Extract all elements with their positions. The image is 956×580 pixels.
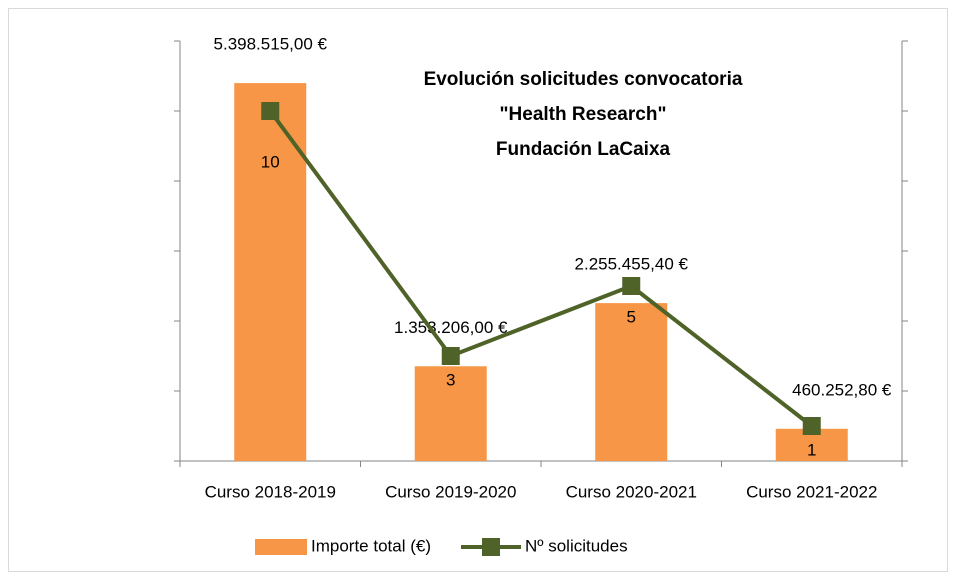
bar [414, 366, 487, 461]
chart-title: Fundación LaCaixa [496, 139, 671, 160]
x-tick-label: Curso 2019-2020 [385, 482, 516, 501]
line-value-label: 3 [446, 370, 455, 389]
line [268, 109, 813, 428]
bar-value-label: 1.353.206,00 € [394, 318, 508, 337]
legend-label: Nº solicitudes [525, 536, 628, 555]
legend-swatch [482, 538, 500, 556]
bar-value-label: 5.398.515,00 € [214, 35, 328, 54]
chart-title: "Health Research" [500, 104, 667, 125]
bar [234, 83, 307, 462]
legend-swatch [255, 539, 307, 555]
bar [595, 303, 668, 461]
line-value-label: 10 [261, 152, 280, 171]
chart-title: Evolución solicitudes convocatoria [424, 69, 743, 90]
x-tick-label: Curso 2018-2019 [205, 482, 336, 501]
line-marker [622, 277, 641, 295]
x-tick-label: Curso 2020-2021 [566, 482, 697, 501]
x-tick-label: Curso 2021-2022 [746, 482, 877, 501]
line-marker [261, 102, 280, 120]
legend-label: Importe total (€) [311, 536, 431, 555]
bar-value-label: 2.255.455,40 € [575, 255, 689, 274]
bar-value-label: 460.252,80 € [792, 380, 892, 399]
line-marker [802, 417, 821, 435]
line-marker [441, 347, 460, 365]
line-value-label: 5 [627, 307, 636, 326]
line-value-label: 1 [807, 440, 816, 459]
chart-border [8, 8, 948, 572]
